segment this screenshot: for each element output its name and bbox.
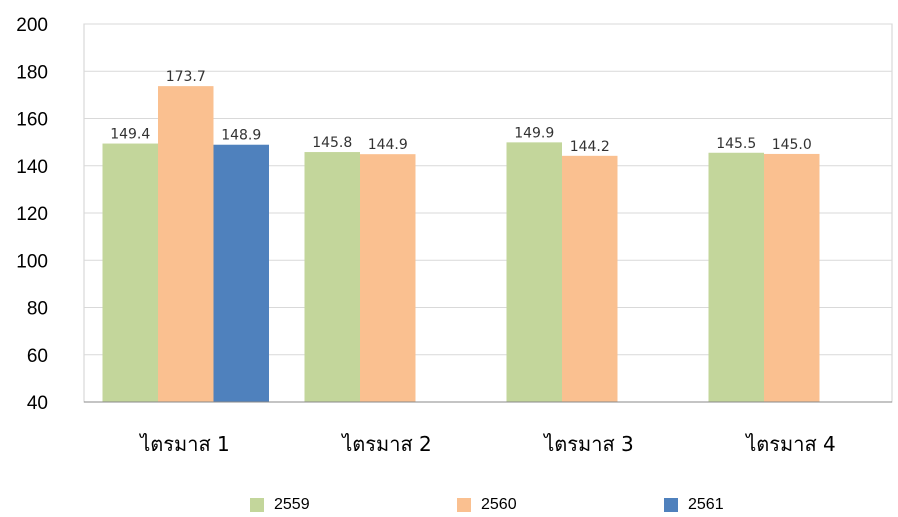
y-tick-label: 200: [16, 15, 48, 36]
legend-swatch-2559: [250, 498, 264, 512]
legend-swatch-2560: [457, 498, 471, 512]
x-tick-label: ไตรมาส 4: [744, 432, 836, 456]
y-tick-label: 140: [16, 157, 48, 178]
y-tick-label: 40: [27, 393, 48, 414]
data-label: 145.5: [716, 136, 756, 152]
bars: [102, 86, 820, 403]
legend-label-2559: 2559: [274, 496, 310, 513]
data-label: 144.9: [368, 137, 408, 153]
x-tick-label: ไตรมาส 2: [340, 432, 432, 456]
x-axis-ticks: ไตรมาส 1 ไตรมาส 2 ไตรมาส 3 ไตรมาส 4: [138, 432, 836, 456]
y-tick-label: 80: [27, 299, 48, 320]
data-labels: 149.4 173.7 148.9 145.8 144.9 149.9 144.2 145.5…: [110, 69, 812, 155]
data-label: 145.0: [772, 137, 812, 153]
data-label: 144.2: [570, 139, 610, 155]
legend-label-2561: 2561: [688, 496, 724, 513]
y-axis-ticks: 40 60 80 100 120 140 160 180 200: [16, 15, 48, 414]
y-tick-label: 120: [16, 204, 48, 225]
y-tick-label: 100: [16, 251, 48, 272]
legend-item-2561: 2561: [664, 496, 724, 514]
bar-chart: 40 60 80 100 120 140 160 180 200 149.4 173.7 148.9…: [16, 15, 893, 456]
bar-2560-q2: [360, 154, 416, 402]
data-label: 145.8: [312, 135, 352, 151]
bar-2560-q3: [562, 155, 618, 402]
bar-2560-q4: [764, 153, 820, 402]
data-label: 149.9: [514, 125, 554, 141]
y-tick-label: 60: [27, 346, 48, 367]
legend-label-2560: 2560: [481, 496, 517, 513]
bar-2561-q1: [213, 144, 269, 402]
legend-item-2559: 2559: [250, 496, 310, 514]
y-tick-label: 180: [16, 62, 48, 83]
bar-2560-q1: [158, 86, 214, 402]
data-label: 149.4: [110, 127, 150, 143]
bar-2559-q3: [506, 142, 562, 402]
bar-2559-q4: [708, 152, 764, 402]
x-tick-label: ไตรมาส 3: [542, 432, 634, 456]
legend-item-2560: 2560: [457, 496, 517, 514]
bar-2559-q1: [102, 143, 158, 403]
x-tick-label: ไตรมาส 1: [138, 432, 230, 456]
data-label: 148.9: [221, 128, 261, 144]
data-label: 173.7: [166, 69, 206, 85]
legend-swatch-2561: [664, 498, 678, 512]
y-tick-label: 160: [16, 110, 48, 131]
bar-2559-q2: [304, 152, 360, 402]
legend: 2559 2560 2561: [0, 496, 898, 516]
